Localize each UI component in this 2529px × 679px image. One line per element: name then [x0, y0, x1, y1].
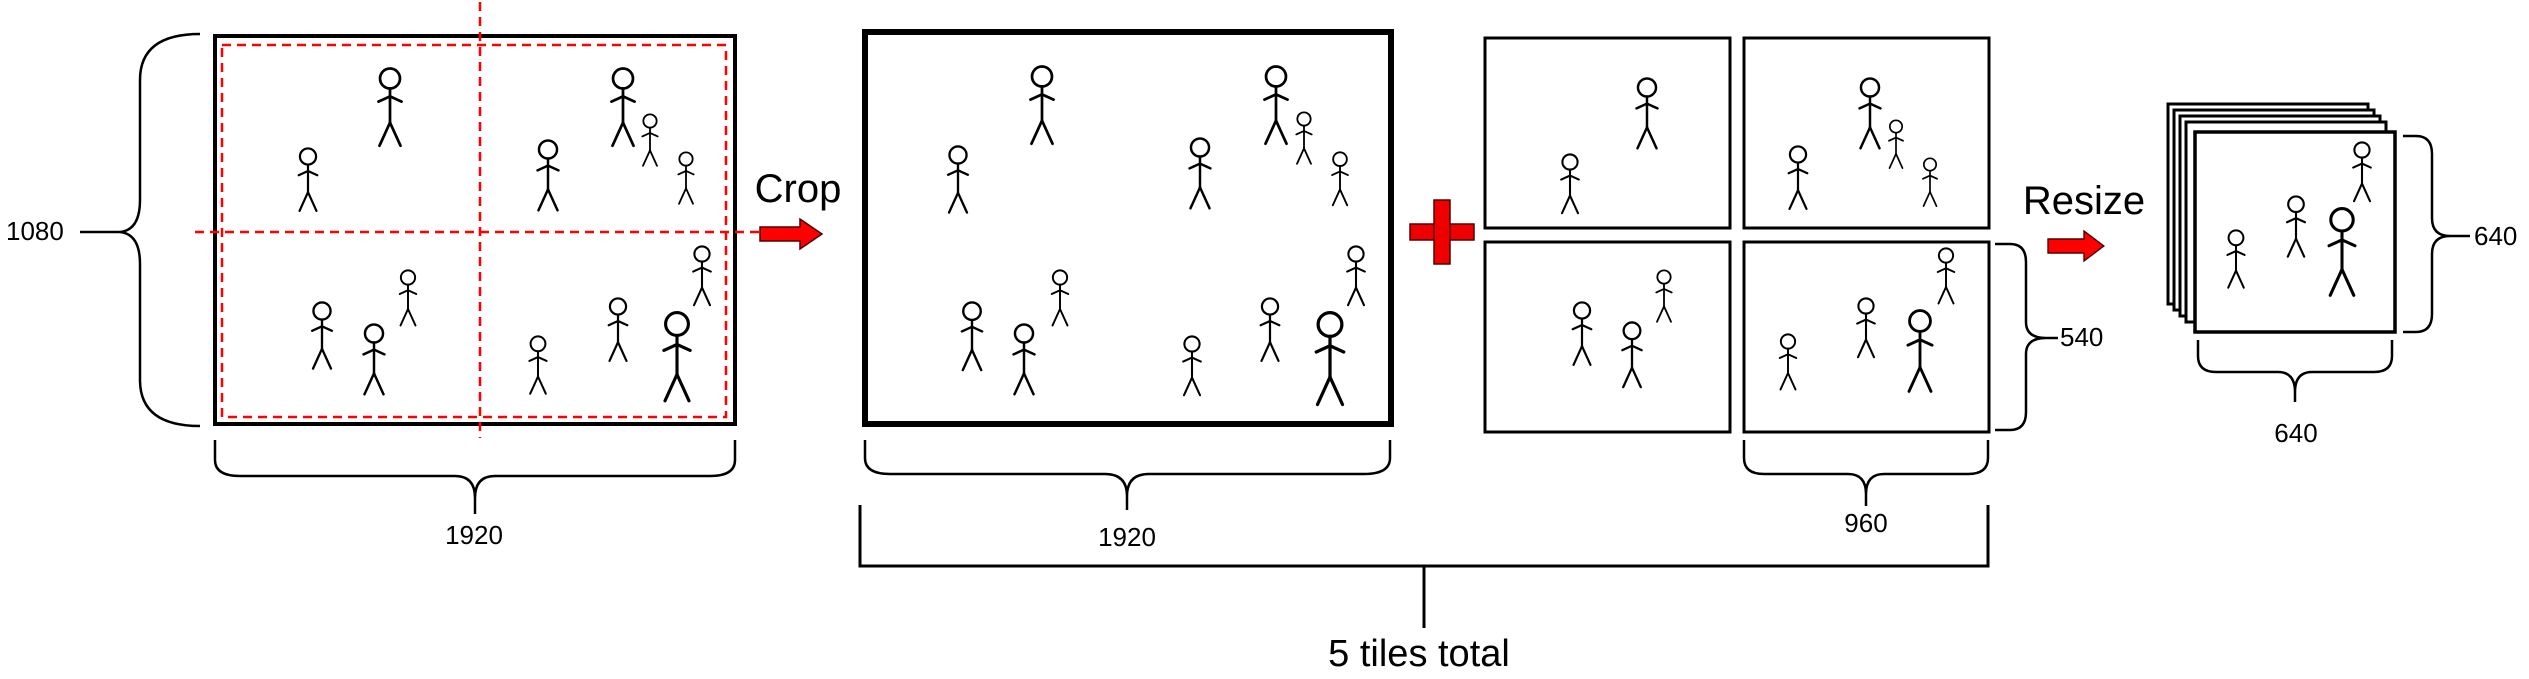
- crop-label: Crop: [755, 167, 842, 211]
- width-label-1920-crop: 1920: [1098, 522, 1156, 552]
- brace-icon: [213, 440, 737, 499]
- original-frame-group: 1080 1920: [6, 2, 760, 550]
- tile-bottom-left: [1483, 240, 1732, 434]
- cropped-frame: [862, 29, 1394, 427]
- crop-arrow-group: Crop: [755, 167, 842, 250]
- brace-icon: [119, 32, 201, 428]
- original-frame: [213, 34, 737, 426]
- resized-stack-group: 640 640: [2166, 102, 2517, 448]
- right-arrow-icon: [2047, 230, 2105, 262]
- brace-icon: [2196, 340, 2394, 393]
- stick-figure-icon: [297, 67, 712, 403]
- resize-label: Resize: [2023, 179, 2145, 223]
- brace-icon: [863, 440, 1392, 497]
- height-label-540: 540: [2060, 322, 2103, 352]
- brace-icon: [1742, 440, 1990, 495]
- stick-figure-icon: [946, 65, 1366, 407]
- right-arrow-icon: [759, 218, 823, 250]
- width-label-960: 960: [1844, 508, 1887, 538]
- width-label-640: 640: [2274, 418, 2317, 448]
- plus-icon: +: [1409, 199, 1475, 265]
- total-bracket: [858, 505, 1990, 568]
- height-label-640: 640: [2474, 221, 2517, 251]
- tiles-grid-group: 540 960: [1483, 36, 2103, 538]
- stick-figure-icon: [1560, 77, 1956, 393]
- brace-icon: [2403, 134, 2451, 334]
- width-label-1920-original: 1920: [445, 520, 503, 550]
- height-label-1080: 1080: [6, 216, 64, 246]
- cropped-frame-group: 1920: [862, 29, 1394, 552]
- brace-icon: [1995, 242, 2047, 432]
- total-label: 5 tiles total: [1328, 633, 1510, 675]
- tile-top-left: [1483, 36, 1732, 230]
- resize-arrow-group: Resize: [2023, 179, 2145, 262]
- total-bracket-group: 5 tiles total: [858, 505, 1990, 675]
- tile-bottom-right: [1742, 240, 1991, 434]
- tile-top-right: [1742, 36, 1991, 230]
